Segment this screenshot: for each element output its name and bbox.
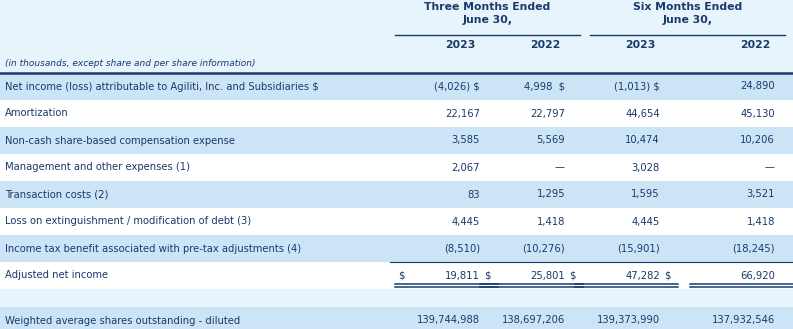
Text: 44,654: 44,654 (626, 109, 660, 118)
Text: (8,510): (8,510) (444, 243, 480, 254)
Text: Weighted average shares outstanding - diluted: Weighted average shares outstanding - di… (5, 316, 240, 325)
Text: 10,474: 10,474 (626, 136, 660, 145)
Text: Transaction costs (2): Transaction costs (2) (5, 190, 109, 199)
Bar (0, 307, 793, 329)
Text: 66,920: 66,920 (740, 270, 775, 281)
Text: 19,811: 19,811 (445, 270, 480, 281)
Text: 2023: 2023 (625, 40, 655, 50)
Text: 2023: 2023 (445, 40, 475, 50)
Bar (0, 181, 793, 208)
Text: 45,130: 45,130 (741, 109, 775, 118)
Text: (18,245): (18,245) (733, 243, 775, 254)
Text: Six Months Ended
June 30,: Six Months Ended June 30, (633, 2, 742, 25)
Text: 3,521: 3,521 (746, 190, 775, 199)
Text: Three Months Ended
June 30,: Three Months Ended June 30, (424, 2, 550, 25)
Text: Adjusted net income: Adjusted net income (5, 270, 108, 281)
Text: 1,295: 1,295 (536, 190, 565, 199)
Bar (0, 235, 793, 262)
Bar (0, 154, 793, 181)
Text: Amortization: Amortization (5, 109, 69, 118)
Text: 138,697,206: 138,697,206 (502, 316, 565, 325)
Bar (0, 289, 793, 307)
Text: 22,797: 22,797 (530, 109, 565, 118)
Text: 2022: 2022 (740, 40, 770, 50)
Text: 3,585: 3,585 (452, 136, 480, 145)
Text: 3,028: 3,028 (632, 163, 660, 172)
Text: 1,595: 1,595 (631, 190, 660, 199)
Text: 1,418: 1,418 (537, 216, 565, 226)
Text: (15,901): (15,901) (618, 243, 660, 254)
Text: 4,445: 4,445 (632, 216, 660, 226)
Text: (in thousands, except share and per share information): (in thousands, except share and per shar… (5, 59, 255, 68)
Bar (0, 262, 793, 289)
Text: Net income (loss) attributable to Agiliti, Inc. and Subsidiaries $: Net income (loss) attributable to Agilit… (5, 82, 319, 91)
Text: $: $ (569, 270, 576, 281)
Text: (10,276): (10,276) (523, 243, 565, 254)
Text: 83: 83 (468, 190, 480, 199)
Text: Loss on extinguishment / modification of debt (3): Loss on extinguishment / modification of… (5, 216, 251, 226)
Bar (0, 73, 793, 100)
Text: $: $ (664, 270, 671, 281)
Text: 1,418: 1,418 (747, 216, 775, 226)
Text: $: $ (484, 270, 491, 281)
Text: —: — (765, 163, 775, 172)
Bar (0, 127, 793, 154)
Text: 137,932,546: 137,932,546 (712, 316, 775, 325)
Text: —: — (555, 163, 565, 172)
Text: 24,890: 24,890 (741, 82, 775, 91)
Text: 2022: 2022 (530, 40, 560, 50)
Text: 139,373,990: 139,373,990 (597, 316, 660, 325)
Text: 4,445: 4,445 (452, 216, 480, 226)
Bar (0, 208, 793, 235)
Text: 139,744,988: 139,744,988 (417, 316, 480, 325)
Text: Non-cash share-based compensation expense: Non-cash share-based compensation expens… (5, 136, 235, 145)
Text: 22,167: 22,167 (445, 109, 480, 118)
Bar (0, 100, 793, 127)
Text: (4,026) $: (4,026) $ (435, 82, 480, 91)
Text: Management and other expenses (1): Management and other expenses (1) (5, 163, 190, 172)
Text: Income tax benefit associated with pre-tax adjustments (4): Income tax benefit associated with pre-t… (5, 243, 301, 254)
Text: 2,067: 2,067 (451, 163, 480, 172)
Text: $: $ (398, 270, 404, 281)
Text: 47,282: 47,282 (625, 270, 660, 281)
Text: 4,998  $: 4,998 $ (524, 82, 565, 91)
Text: 10,206: 10,206 (740, 136, 775, 145)
Text: 25,801: 25,801 (531, 270, 565, 281)
Text: (1,013) $: (1,013) $ (615, 82, 660, 91)
Text: 5,569: 5,569 (536, 136, 565, 145)
